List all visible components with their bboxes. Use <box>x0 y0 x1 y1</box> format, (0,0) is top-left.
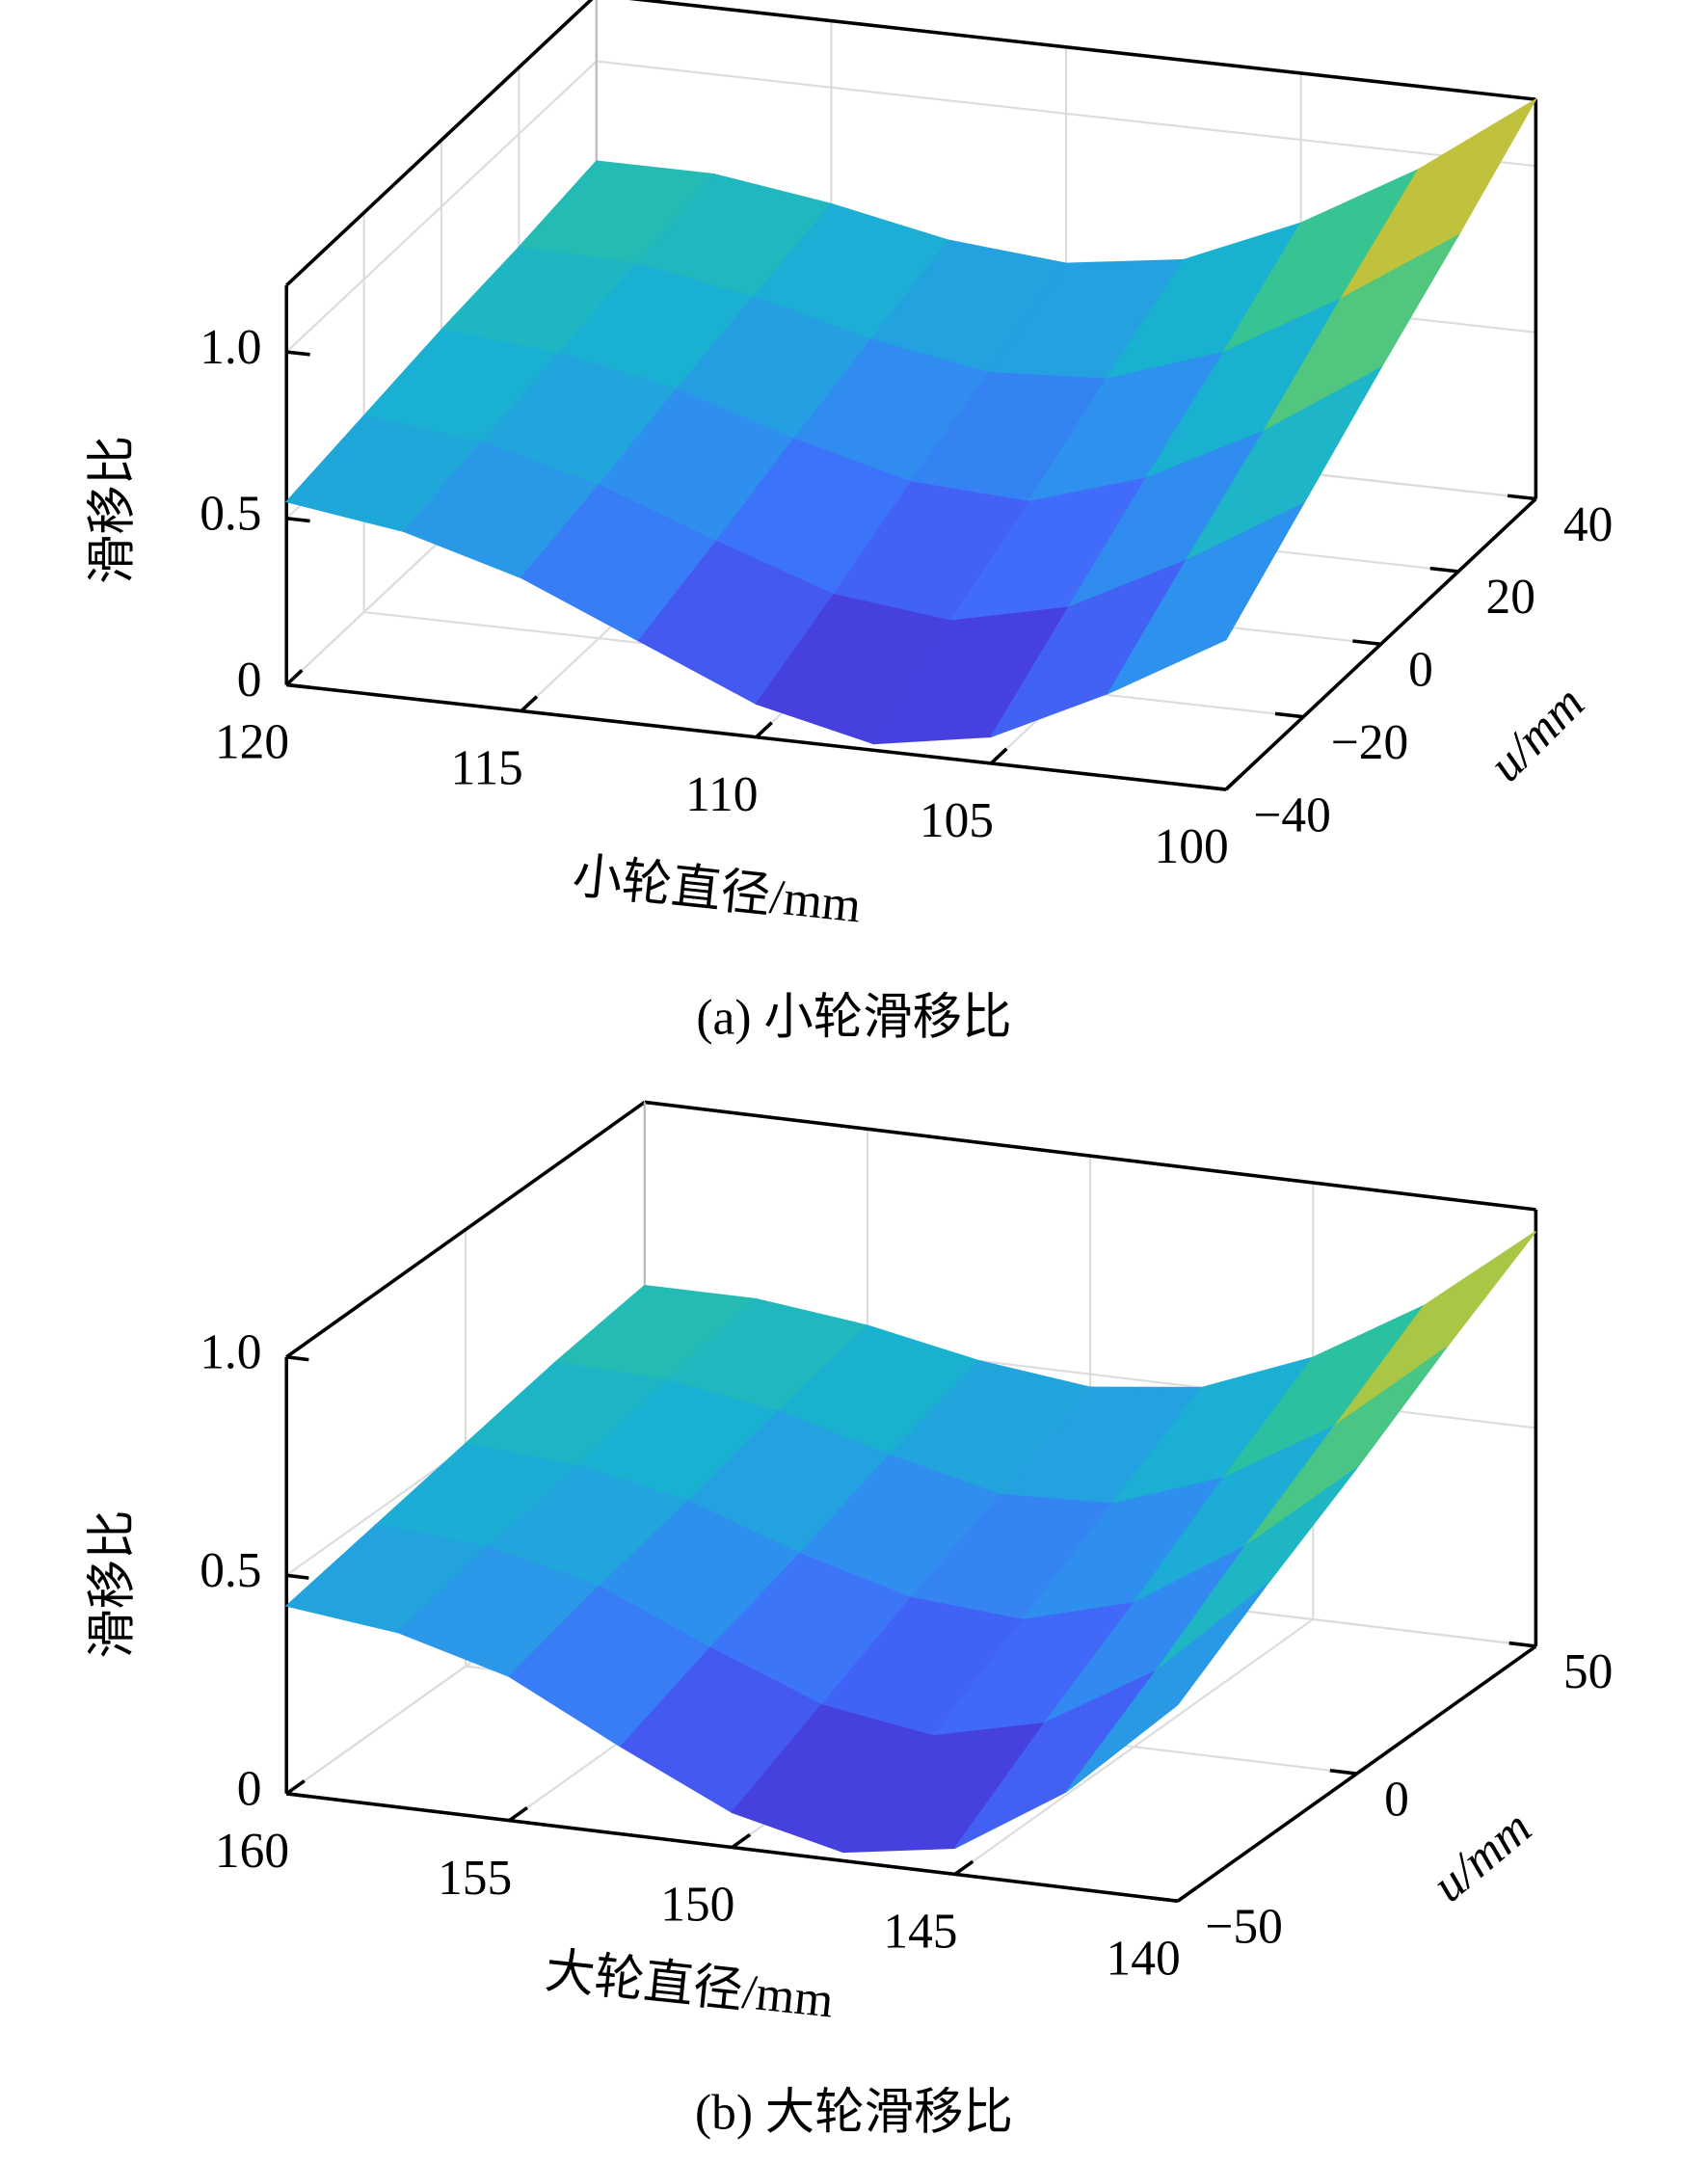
grid-line <box>596 60 1536 168</box>
axis-edge <box>1224 497 1537 791</box>
z-tick-label: 1.0 <box>200 1325 261 1380</box>
x-tick-label: 150 <box>660 1878 734 1933</box>
z-axis-title: 滑移比 <box>85 436 140 584</box>
axis-edge <box>285 0 594 287</box>
z-axis-title: 滑移比 <box>85 1509 140 1658</box>
z-tick-label: 0 <box>237 653 262 708</box>
x-tick-label: 145 <box>883 1905 957 1960</box>
x-tick-label: 120 <box>215 715 289 770</box>
y-axis-title: u/mm <box>1479 676 1595 792</box>
x-tick-label: 100 <box>1155 819 1229 874</box>
surface-chart: 140 145 150 155 160 −50 0 50 0 0.5 1.0 大轮直径/mm u/mm 滑… <box>85 1100 1613 2140</box>
tick-mark <box>989 747 1008 765</box>
y-tick-label: 20 <box>1486 570 1535 625</box>
y-axis-title: u/mm <box>1422 1800 1541 1912</box>
x-tick-label: 110 <box>685 767 758 822</box>
tick-mark <box>1507 494 1536 501</box>
tick-mark <box>286 682 310 689</box>
surface-patch <box>1065 1583 1268 1793</box>
tick-mark <box>508 1806 528 1823</box>
tick-mark <box>286 516 310 523</box>
x-tick-label: 160 <box>215 1824 289 1879</box>
y-tick-label: 50 <box>1563 1644 1613 1699</box>
y-tick-label: −50 <box>1205 1900 1282 1955</box>
tick-mark <box>1508 1641 1536 1648</box>
caption: (a) 小轮滑移比 <box>696 990 1011 1045</box>
surface-patch <box>1107 501 1305 695</box>
tick-mark <box>286 1355 309 1362</box>
tick-mark <box>953 1859 974 1876</box>
tick-mark <box>1176 1886 1197 1903</box>
tick-mark <box>1197 785 1227 791</box>
tick-mark <box>285 1779 306 1796</box>
axis-edge <box>644 1100 1536 1212</box>
grid-line <box>285 60 598 353</box>
caption: (b) 大轮滑移比 <box>695 2085 1013 2140</box>
z-tick-label: 1.0 <box>200 320 261 375</box>
tick-mark <box>1329 1768 1357 1776</box>
z-tick-label: 0.5 <box>200 487 261 542</box>
tick-mark <box>1429 566 1459 574</box>
y-tick-label: 40 <box>1563 497 1613 552</box>
tick-mark <box>1352 639 1381 647</box>
y-tick-label: 0 <box>1384 1772 1409 1827</box>
surface-chart: 100105110115120−40−200204000.51.0小轮直径/mm… <box>85 0 1613 1045</box>
axis-edge <box>285 1100 646 1359</box>
y-tick-label: −40 <box>1253 788 1330 842</box>
tick-mark <box>286 350 310 357</box>
x-tick-label: 140 <box>1107 1931 1181 1986</box>
tick-mark <box>1150 1896 1179 1904</box>
x-tick-label: 105 <box>920 793 994 848</box>
tick-mark <box>285 669 304 686</box>
surface-patch <box>1334 1230 1536 1427</box>
tick-mark <box>286 1792 309 1799</box>
tick-mark <box>731 1832 752 1849</box>
tick-mark <box>1274 711 1304 719</box>
z-tick-label: 0.5 <box>200 1543 261 1598</box>
axis-edge <box>628 0 1536 101</box>
tick-mark <box>755 721 773 739</box>
tick-mark <box>1224 773 1243 791</box>
y-tick-label: 0 <box>1408 643 1433 698</box>
z-tick-label: 0 <box>237 1762 262 1817</box>
x-tick-label: 115 <box>451 741 523 796</box>
tick-mark <box>520 695 539 712</box>
tick-mark <box>286 1573 309 1580</box>
x-tick-label: 155 <box>438 1851 512 1906</box>
y-tick-label: −20 <box>1331 715 1408 770</box>
x-axis-title: 小轮直径/mm <box>570 848 863 933</box>
x-axis-title: 大轮直径/mm <box>543 1943 836 2028</box>
